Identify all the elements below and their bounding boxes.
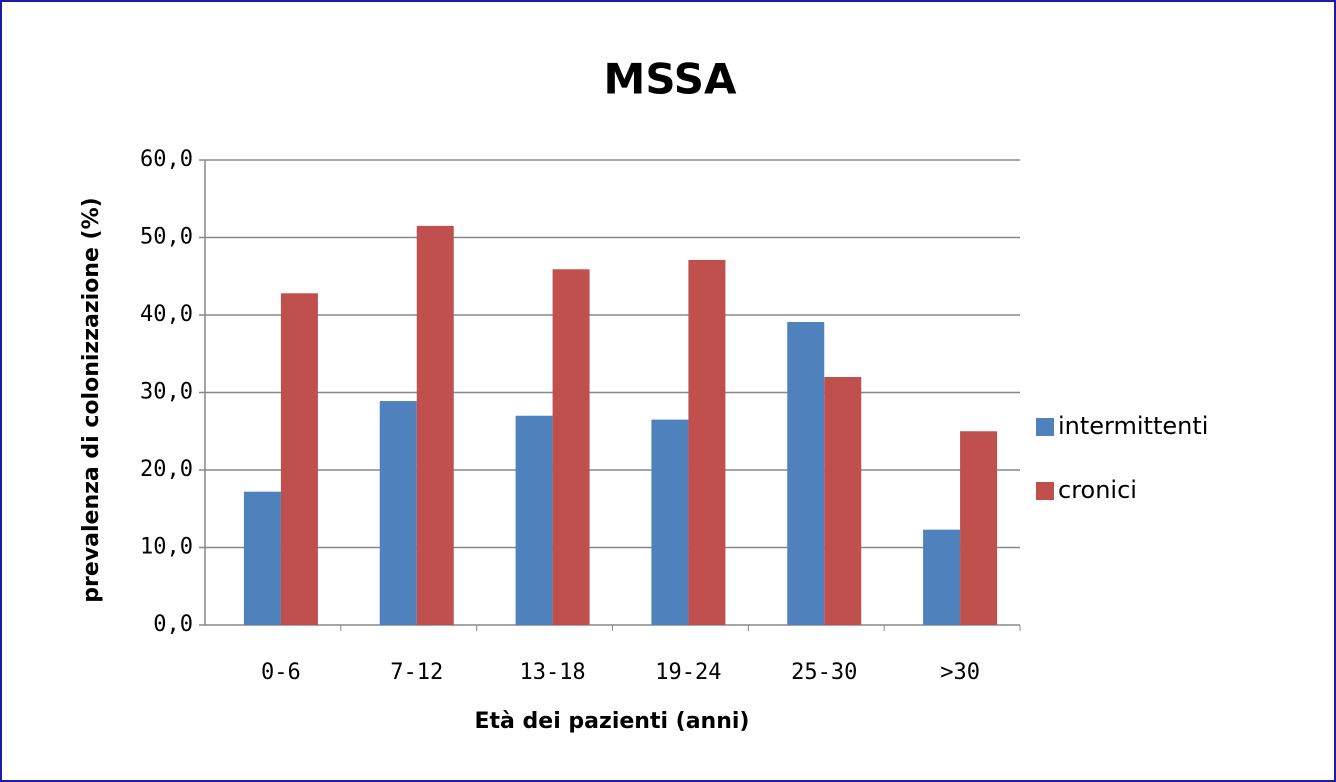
legend-swatch <box>1036 482 1054 500</box>
legend-label: cronici <box>1058 476 1137 504</box>
y-tick-label: 0,0 <box>153 612 193 637</box>
bar <box>552 269 590 625</box>
y-tick-label: 10,0 <box>140 535 193 560</box>
bar <box>379 401 417 625</box>
x-tick-label: 7-12 <box>390 660 443 685</box>
y-tick-label: 20,0 <box>140 457 193 482</box>
x-tick-label: 0-6 <box>261 660 301 685</box>
y-axis-title: prevalenza di colonizzazione (%) <box>79 197 104 602</box>
x-tick-label: 13-18 <box>519 660 585 685</box>
y-tick-label: 30,0 <box>140 380 193 405</box>
y-tick-label: 40,0 <box>140 302 193 327</box>
bar <box>960 431 998 625</box>
x-axis-title: Età dei pazienti (anni) <box>475 709 750 734</box>
y-tick-label: 50,0 <box>140 225 193 250</box>
bar <box>824 377 862 625</box>
x-tick-label: >30 <box>940 660 980 685</box>
bar <box>280 293 318 625</box>
bar <box>243 491 281 625</box>
chart-title: MSSA <box>604 55 737 104</box>
x-tick-label: 25-30 <box>791 660 857 685</box>
bar <box>515 415 553 625</box>
bar <box>651 419 689 625</box>
y-tick-label: 60,0 <box>140 147 193 172</box>
bar <box>688 259 726 625</box>
bar <box>416 225 454 625</box>
x-tick-label: 19-24 <box>655 660 721 685</box>
legend-swatch <box>1036 418 1054 436</box>
bar <box>923 529 961 625</box>
bar <box>787 321 825 625</box>
legend-label: intermittenti <box>1058 412 1208 440</box>
